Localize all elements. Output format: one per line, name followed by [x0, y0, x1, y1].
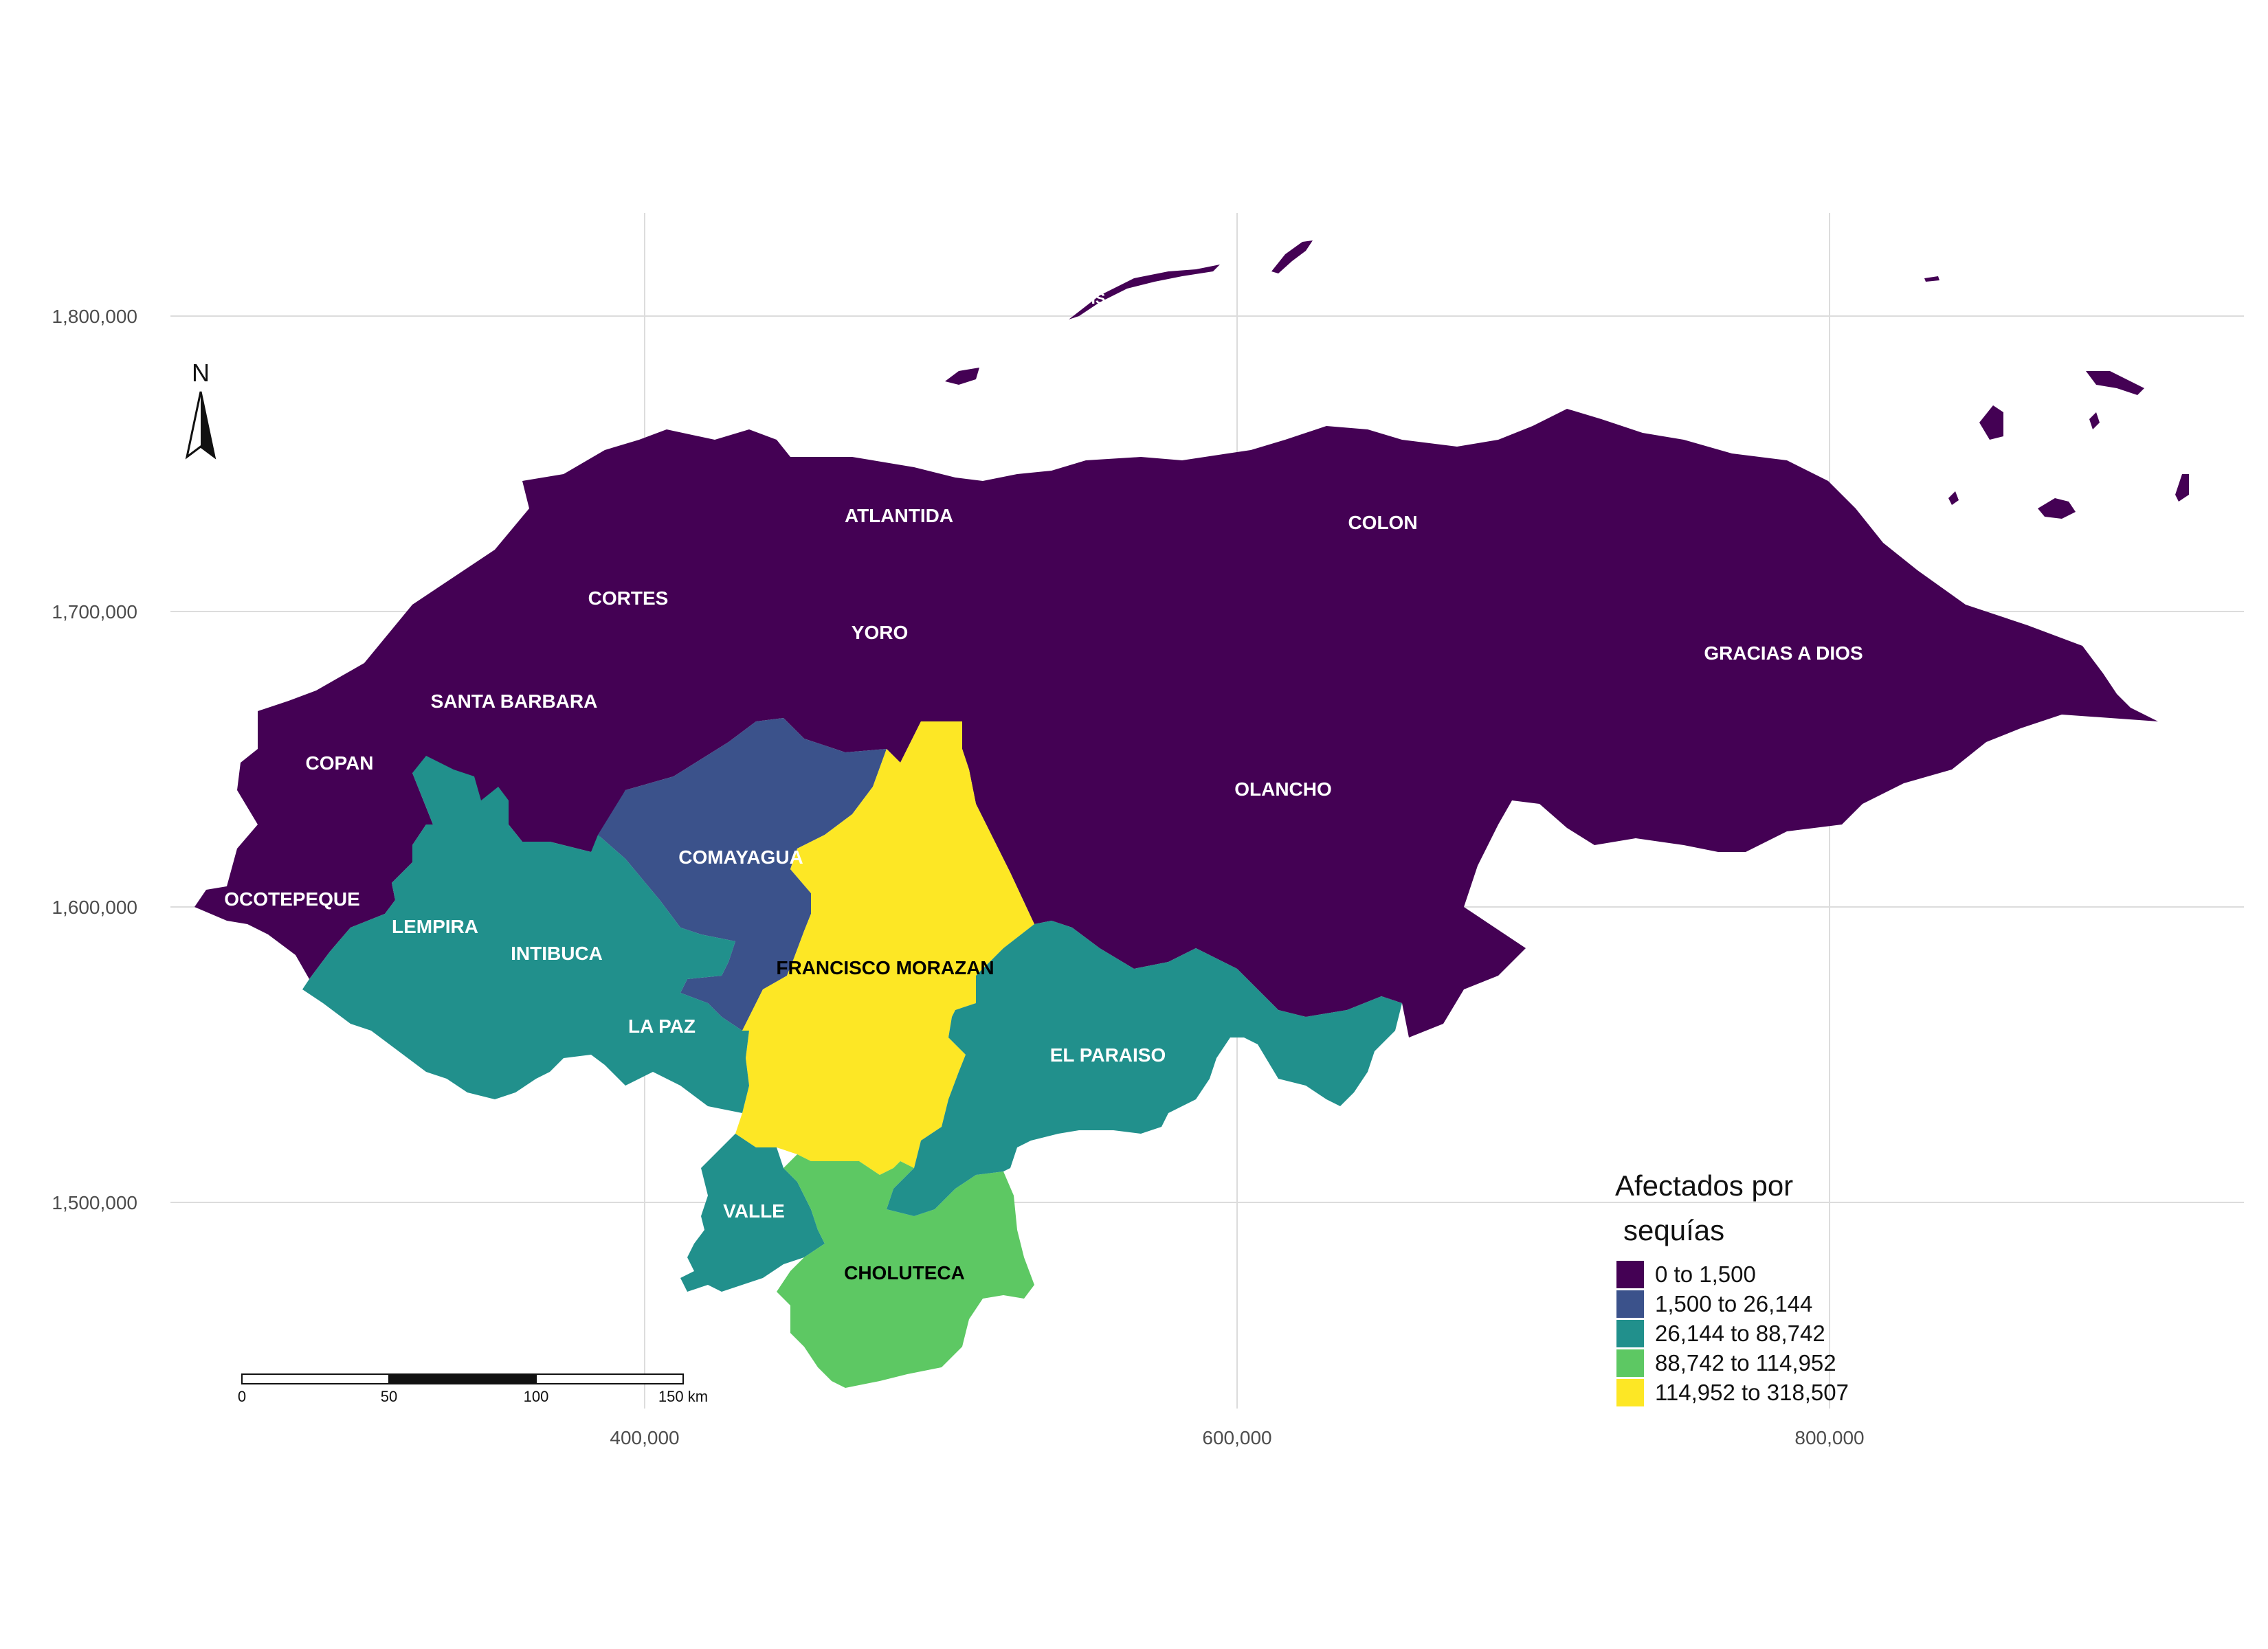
legend-title: Afectados por — [1615, 1169, 1793, 1202]
legend-items: 0 to 1,500 1,500 to 26,144 26,144 to 88,74… — [1616, 1261, 1849, 1406]
y-tick-label: 1,500,000 — [52, 1192, 137, 1213]
label-comayagua: COMAYAGUA — [678, 846, 803, 868]
bay-islands — [945, 240, 2189, 519]
scale-segment — [241, 1373, 390, 1384]
region-north-departments — [194, 409, 2158, 1037]
y-axis-ticks: 1,800,000 1,700,000 1,600,000 1,500,000 — [52, 306, 137, 1213]
island-cays-1 — [1979, 405, 2003, 440]
legend-swatch — [1616, 1349, 1644, 1377]
scale-label: 50 — [381, 1388, 397, 1405]
legend-label: 26,144 to 88,742 — [1655, 1321, 1825, 1346]
label-yoro: YORO — [852, 622, 908, 643]
legend: Afectados por sequías 0 to 1,500 1,500 to… — [1615, 1169, 1849, 1406]
legend-label: 114,952 to 318,507 — [1655, 1380, 1849, 1405]
region-choluteca — [777, 1154, 1034, 1388]
label-colon: COLON — [1348, 512, 1417, 533]
label-lempira: LEMPIRA — [392, 916, 478, 937]
label-copan: COPAN — [305, 752, 373, 774]
region-valle — [680, 1113, 825, 1292]
scale-label: 150 km — [658, 1388, 708, 1405]
x-tick-label: 800,000 — [1794, 1427, 1864, 1448]
x-tick-label: 400,000 — [610, 1427, 679, 1448]
north-arrow-shade — [201, 392, 214, 457]
island-guanaja — [1271, 240, 1313, 273]
scale-segment — [535, 1373, 684, 1384]
label-islands: IS — [1091, 290, 1106, 307]
label-valle: VALLE — [723, 1200, 785, 1222]
y-tick-label: 1,700,000 — [52, 601, 137, 622]
north-arrow: N — [185, 359, 216, 460]
legend-swatch — [1616, 1379, 1644, 1406]
region-francisco-morazan — [735, 721, 1034, 1175]
y-tick-label: 1,600,000 — [52, 897, 137, 918]
legend-swatch — [1616, 1290, 1644, 1318]
north-arrow-letter: N — [192, 359, 210, 387]
label-olancho: OLANCHO — [1234, 778, 1332, 800]
island-utila — [945, 368, 979, 385]
label-intibuca: INTIBUCA — [511, 943, 603, 964]
legend-title: sequías — [1623, 1214, 1724, 1246]
island-cays-3 — [2175, 474, 2189, 502]
label-choluteca: CHOLUTECA — [844, 1262, 965, 1283]
legend-label: 1,500 to 26,144 — [1655, 1291, 1812, 1316]
island-roatan — [1069, 265, 1220, 319]
scale-bar: 0 50 100 150 km — [238, 1373, 708, 1405]
island-swan — [1924, 276, 1939, 282]
label-cortes: CORTES — [588, 587, 669, 609]
legend-label: 0 to 1,500 — [1655, 1261, 1756, 1287]
label-santa-barbara: SANTA BARBARA — [431, 691, 598, 712]
scale-segment — [388, 1373, 537, 1384]
scale-label: 0 — [238, 1388, 246, 1405]
label-ocotepeque: OCOTEPEQUE — [224, 888, 360, 910]
scale-label: 100 — [524, 1388, 549, 1405]
department-labels: ATLANTIDA COLON CORTES YORO GRACIAS A DI… — [224, 290, 1863, 1283]
departments-layer — [194, 409, 2158, 1388]
region-lempira-intibuca-lapaz — [302, 756, 749, 1113]
label-atlantida: ATLANTIDA — [845, 505, 953, 526]
y-tick-label: 1,800,000 — [52, 306, 137, 327]
label-francisco-morazan: FRANCISCO MORAZAN — [776, 957, 994, 978]
label-el-paraiso: EL PARAISO — [1050, 1044, 1166, 1066]
island-cays-2 — [2038, 498, 2076, 519]
label-gracias-a-dios: GRACIAS A DIOS — [1704, 642, 1863, 664]
region-comayagua — [598, 718, 887, 1031]
x-axis-ticks: 400,000 600,000 800,000 — [610, 1427, 1864, 1448]
island-cays-4 — [2086, 371, 2144, 395]
legend-swatch — [1616, 1261, 1644, 1288]
island-cays-5 — [2089, 412, 2100, 429]
label-la-paz: LA PAZ — [628, 1016, 696, 1037]
legend-swatch — [1616, 1320, 1644, 1347]
region-el-paraiso — [887, 921, 1402, 1216]
x-tick-label: 600,000 — [1202, 1427, 1271, 1448]
legend-label: 88,742 to 114,952 — [1655, 1350, 1836, 1376]
island-cays-6 — [1948, 491, 1959, 505]
